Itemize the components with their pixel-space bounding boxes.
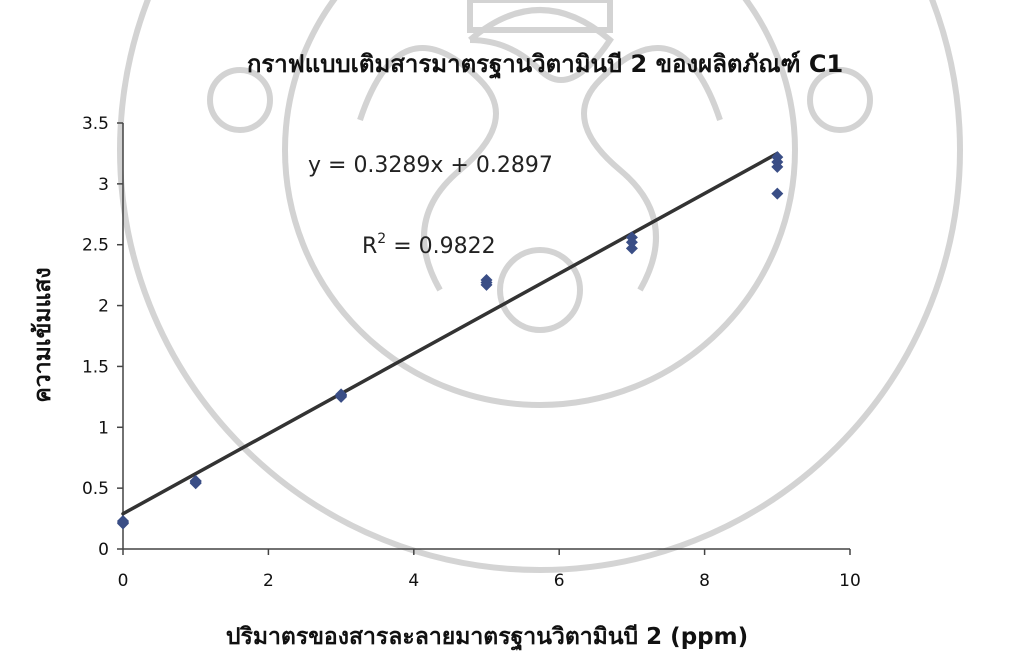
data-point (625, 242, 638, 255)
y-tick-label: 1 (98, 418, 109, 438)
x-tick-label: 4 (408, 571, 419, 591)
y-axis-title: ความเข้มแสง (30, 267, 56, 402)
data-point (771, 151, 784, 164)
data-point (480, 274, 493, 287)
data-point (771, 187, 784, 200)
x-axis-title: ปริมาตรของสารละลายมาตรฐานวิตามินบี 2 (pp… (226, 624, 748, 651)
r-squared-label: R2 = 0.9822 (362, 231, 496, 259)
x-tick-label: 2 (263, 571, 274, 591)
x-tick-label: 6 (554, 571, 565, 591)
y-tick-label: 0 (98, 540, 109, 560)
y-tick-label: 3 (98, 175, 109, 195)
r-squared-exponent: 2 (377, 231, 386, 247)
data-point (117, 515, 129, 528)
x-tick-label: 8 (699, 571, 710, 591)
x-tick-label: 0 (118, 571, 129, 591)
data-point (625, 231, 638, 244)
chart-title: กราฟแบบเติมสารมาตรฐานวิตามินบี 2 ของผลิต… (247, 50, 843, 80)
y-tick-label: 0.5 (82, 479, 109, 499)
data-point (335, 388, 348, 401)
data-markers (117, 151, 784, 530)
trendline (121, 151, 780, 516)
y-tick-label: 1.5 (82, 357, 109, 377)
axes: 0 2 4 6 8 10 0 0.5 1 1.5 2 2.5 3 3.5 (82, 114, 861, 591)
r-squared-value: = 0.9822 (386, 234, 495, 259)
data-point (189, 474, 202, 487)
y-tick-label: 2.5 (82, 236, 109, 256)
y-tick-label: 3.5 (82, 114, 109, 134)
trendline-equation: y = 0.3289x + 0.2897 (308, 153, 553, 178)
watermark-seal (117, 0, 963, 573)
y-tick-label: 2 (98, 297, 109, 317)
y-ticks: 0 0.5 1 1.5 2 2.5 3 3.5 (82, 114, 123, 560)
r-squared-base: R (362, 234, 377, 259)
x-tick-label: 10 (839, 571, 861, 591)
x-ticks: 0 2 4 6 8 10 (118, 549, 861, 591)
